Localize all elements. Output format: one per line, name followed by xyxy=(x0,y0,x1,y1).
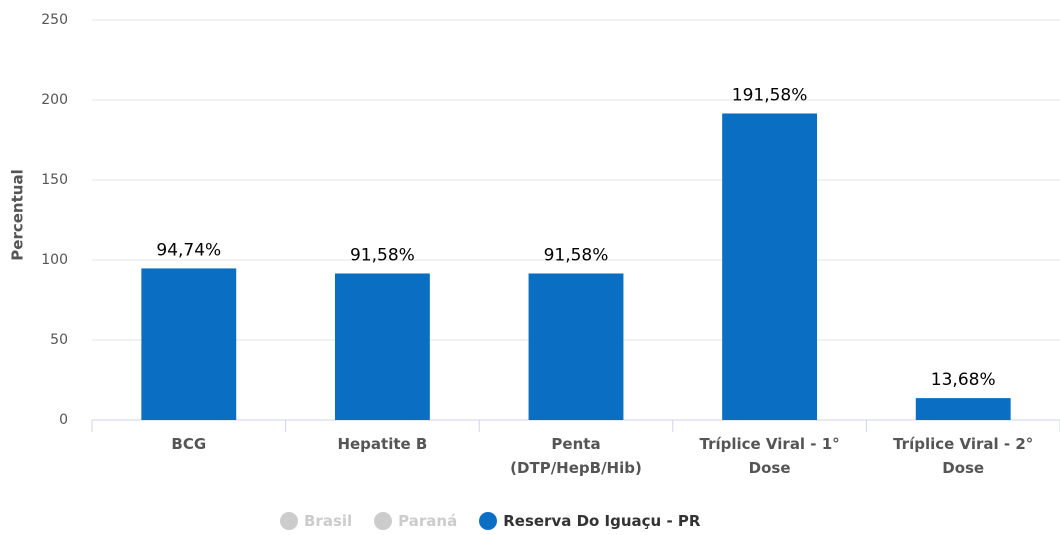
data-label: 91,58% xyxy=(544,245,609,265)
x-tick-label: Penta (DTP/HepB/Hib) xyxy=(510,435,642,477)
y-tick-label: 200 xyxy=(41,92,68,108)
x-tick-label: Tríplice Viral - 2° Dose xyxy=(893,435,1034,477)
legend-label: Brasil xyxy=(304,512,353,530)
legend-marker xyxy=(479,512,498,530)
y-tick-label: 250 xyxy=(41,12,68,28)
y-tick-label: 150 xyxy=(41,172,68,188)
legend: Brasil Paraná Reserva Do Iguaçu - PR xyxy=(280,512,722,530)
data-label: 94,74% xyxy=(156,240,221,260)
x-tick-label: BCG xyxy=(171,435,207,453)
x-tick-label: Hepatite B xyxy=(337,435,428,453)
data-label: 191,58% xyxy=(732,85,808,105)
bar xyxy=(915,398,1011,420)
y-tick-label: 50 xyxy=(50,332,68,348)
legend-item: Reserva Do Iguaçu - PR xyxy=(479,512,700,530)
y-tick-label: 100 xyxy=(41,252,68,268)
legend-marker xyxy=(280,512,298,530)
bar xyxy=(334,273,430,420)
legend-marker xyxy=(374,512,393,530)
legend-item: Paraná xyxy=(374,512,457,530)
y-axis-label: Percentual xyxy=(9,169,27,260)
y-tick-label: 0 xyxy=(59,412,68,428)
data-label: 91,58% xyxy=(350,245,415,265)
data-label: 13,68% xyxy=(931,370,996,390)
legend-label: Paraná xyxy=(398,512,458,530)
bar xyxy=(722,113,818,421)
legend-item: Brasil xyxy=(280,512,352,530)
x-tick-label: Tríplice Viral - 1° Dose xyxy=(699,435,840,477)
bar xyxy=(141,268,237,420)
legend-label: Reserva Do Iguaçu - PR xyxy=(503,512,701,530)
bar xyxy=(528,273,624,420)
